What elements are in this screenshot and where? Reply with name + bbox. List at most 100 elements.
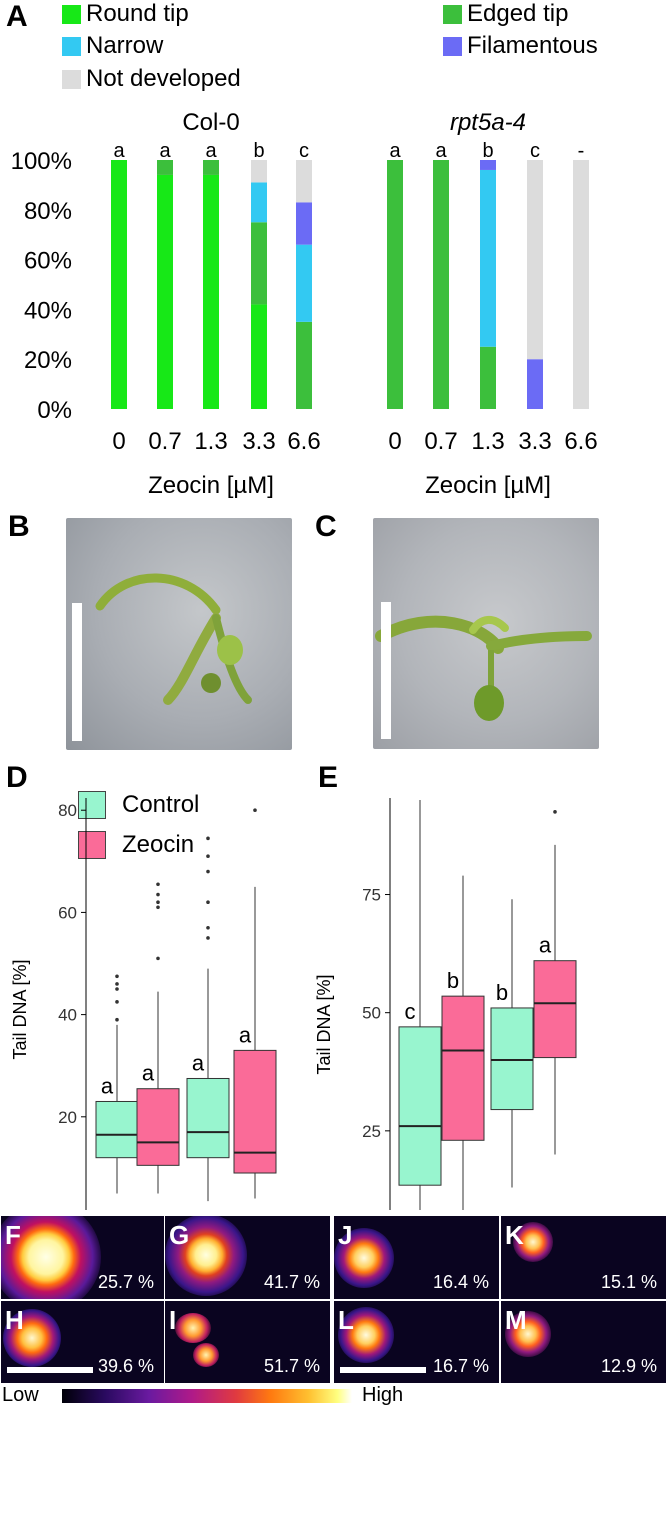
comet-value: 51.7 %: [263, 1356, 320, 1376]
y-axis-title: Tail DNA [%]: [314, 974, 334, 1074]
outlier-point: [206, 836, 210, 841]
significance-letter: c: [405, 999, 416, 1024]
box-zeocin: [441, 995, 485, 1141]
box-zeocin: [233, 1049, 277, 1174]
narrow-swatch: [62, 36, 81, 56]
legend-label: Not developed: [86, 65, 241, 92]
outlier-point: [156, 956, 160, 961]
legend-not-developed: Not developed: [62, 65, 241, 93]
comet-head: [3, 1309, 61, 1367]
y-tick-label: 50: [362, 1004, 381, 1023]
seedling-b-image: [72, 573, 252, 741]
legend-filamentous: Filamentous: [443, 32, 598, 60]
x-axis-title: Zeocin [µM]: [148, 472, 274, 499]
comet-value: 15.1 %: [600, 1272, 657, 1292]
comet-letter: G: [169, 1220, 190, 1250]
round-tip-swatch: [62, 4, 81, 24]
bar-segment-not-developed: [573, 160, 589, 409]
x-tick-label: 3.3: [242, 428, 275, 455]
panel-letter-c: C: [315, 510, 337, 543]
comet-value: 16.7 %: [432, 1356, 489, 1376]
legend-label: Narrow: [86, 32, 164, 59]
box-zeocin: [136, 1088, 180, 1166]
comet-head: [1, 1216, 101, 1299]
significance-letter: a: [539, 933, 552, 958]
scale-bar: [7, 1367, 93, 1373]
legend-label: Filamentous: [467, 32, 598, 59]
outlier-point: [115, 1017, 119, 1022]
bar-segment-edged-tip: [157, 160, 173, 175]
legend-label: Round tip: [86, 0, 189, 27]
x-axis-title: Zeocin [µM]: [425, 472, 551, 499]
y-tick-label: 40: [58, 1006, 77, 1025]
significance-letter: a: [389, 140, 401, 162]
comet-head: [513, 1222, 553, 1262]
zeocin-swatch: [78, 831, 106, 859]
significance-letter: a: [142, 1061, 155, 1086]
comet-head: [175, 1313, 211, 1343]
x-tick-label: 1.3: [471, 428, 504, 455]
seedling-photo-b: [66, 518, 292, 750]
comet-image-g: G 41.7 %: [164, 1215, 331, 1300]
significance-letter: b: [496, 980, 508, 1005]
comet-letter: K: [505, 1220, 524, 1250]
x-tick-label: 1.3: [194, 428, 227, 455]
bar-segment-filamentous: [480, 160, 496, 170]
y-tick-label: 20: [58, 1108, 77, 1127]
legend-control: Control: [78, 791, 199, 819]
comet-value: 41.7 %: [263, 1272, 320, 1292]
comet-image-j: J 16.4 %: [333, 1215, 500, 1300]
bar-segment-edged-tip: [480, 346, 496, 409]
significance-letter: b: [482, 140, 493, 162]
box-control: [95, 1100, 139, 1159]
outlier-point: [115, 987, 119, 991]
outlier-point: [156, 882, 160, 887]
outlier-point: [253, 808, 257, 813]
outlier-point: [115, 982, 119, 986]
comet-letter: L: [338, 1305, 354, 1335]
box-control: [186, 1077, 230, 1159]
significance-letter: a: [239, 1022, 252, 1047]
comet-letter: F: [5, 1220, 21, 1250]
y-tick-label: 100%: [11, 148, 72, 175]
outlier-point: [553, 810, 557, 814]
bar-segment-narrow: [296, 244, 312, 322]
scale-bar: [340, 1367, 426, 1373]
y-tick-label: 80%: [24, 198, 72, 225]
significance-letter: b: [253, 140, 264, 162]
outlier-point: [115, 1000, 119, 1004]
colorbar-low-label: Low: [2, 1384, 39, 1406]
significance-letter: a: [192, 1050, 205, 1075]
x-tick-label: 0: [388, 428, 401, 455]
significance-letter: a: [205, 140, 217, 162]
panel-letter-d: D: [6, 761, 28, 794]
y-tick-label: 0%: [37, 397, 72, 424]
bar-segment-filamentous: [296, 202, 312, 245]
outlier-point: [115, 974, 119, 979]
outlier-point: [206, 854, 210, 859]
seedling-photo-c: [373, 518, 599, 749]
bar-segment-edged-tip: [296, 321, 312, 409]
chart-title: Col-0: [182, 109, 239, 136]
bar-segment-edged-tip: [387, 160, 403, 409]
bar-segment-narrow: [251, 182, 267, 223]
outlier-point: [156, 900, 160, 904]
comet-head: [193, 1343, 219, 1367]
panel-letter-b: B: [8, 510, 30, 543]
legend-round-tip: Round tip: [62, 0, 189, 28]
comet-head: [505, 1311, 551, 1357]
comet-value: 16.4 %: [432, 1272, 489, 1292]
bar-segment-round-tip: [203, 174, 219, 409]
panel-de-charts: 020406080Tail DNA [%]Col-0rpt5a-4aaaa025…: [10, 798, 577, 1210]
bar-segment-not-developed: [527, 160, 543, 360]
y-tick-label: 20%: [24, 347, 72, 374]
x-tick-label: 0.7: [424, 428, 457, 455]
colorbar-high-label: High: [362, 1384, 404, 1406]
x-tick-label: 0.7: [148, 428, 181, 455]
significance-letter: -: [578, 140, 585, 162]
legend-label: Control: [122, 791, 200, 818]
outlier-point: [206, 925, 210, 930]
significance-letter: c: [530, 140, 540, 162]
bar-segment-round-tip: [251, 304, 267, 409]
x-tick-label: 6.6: [564, 428, 597, 455]
